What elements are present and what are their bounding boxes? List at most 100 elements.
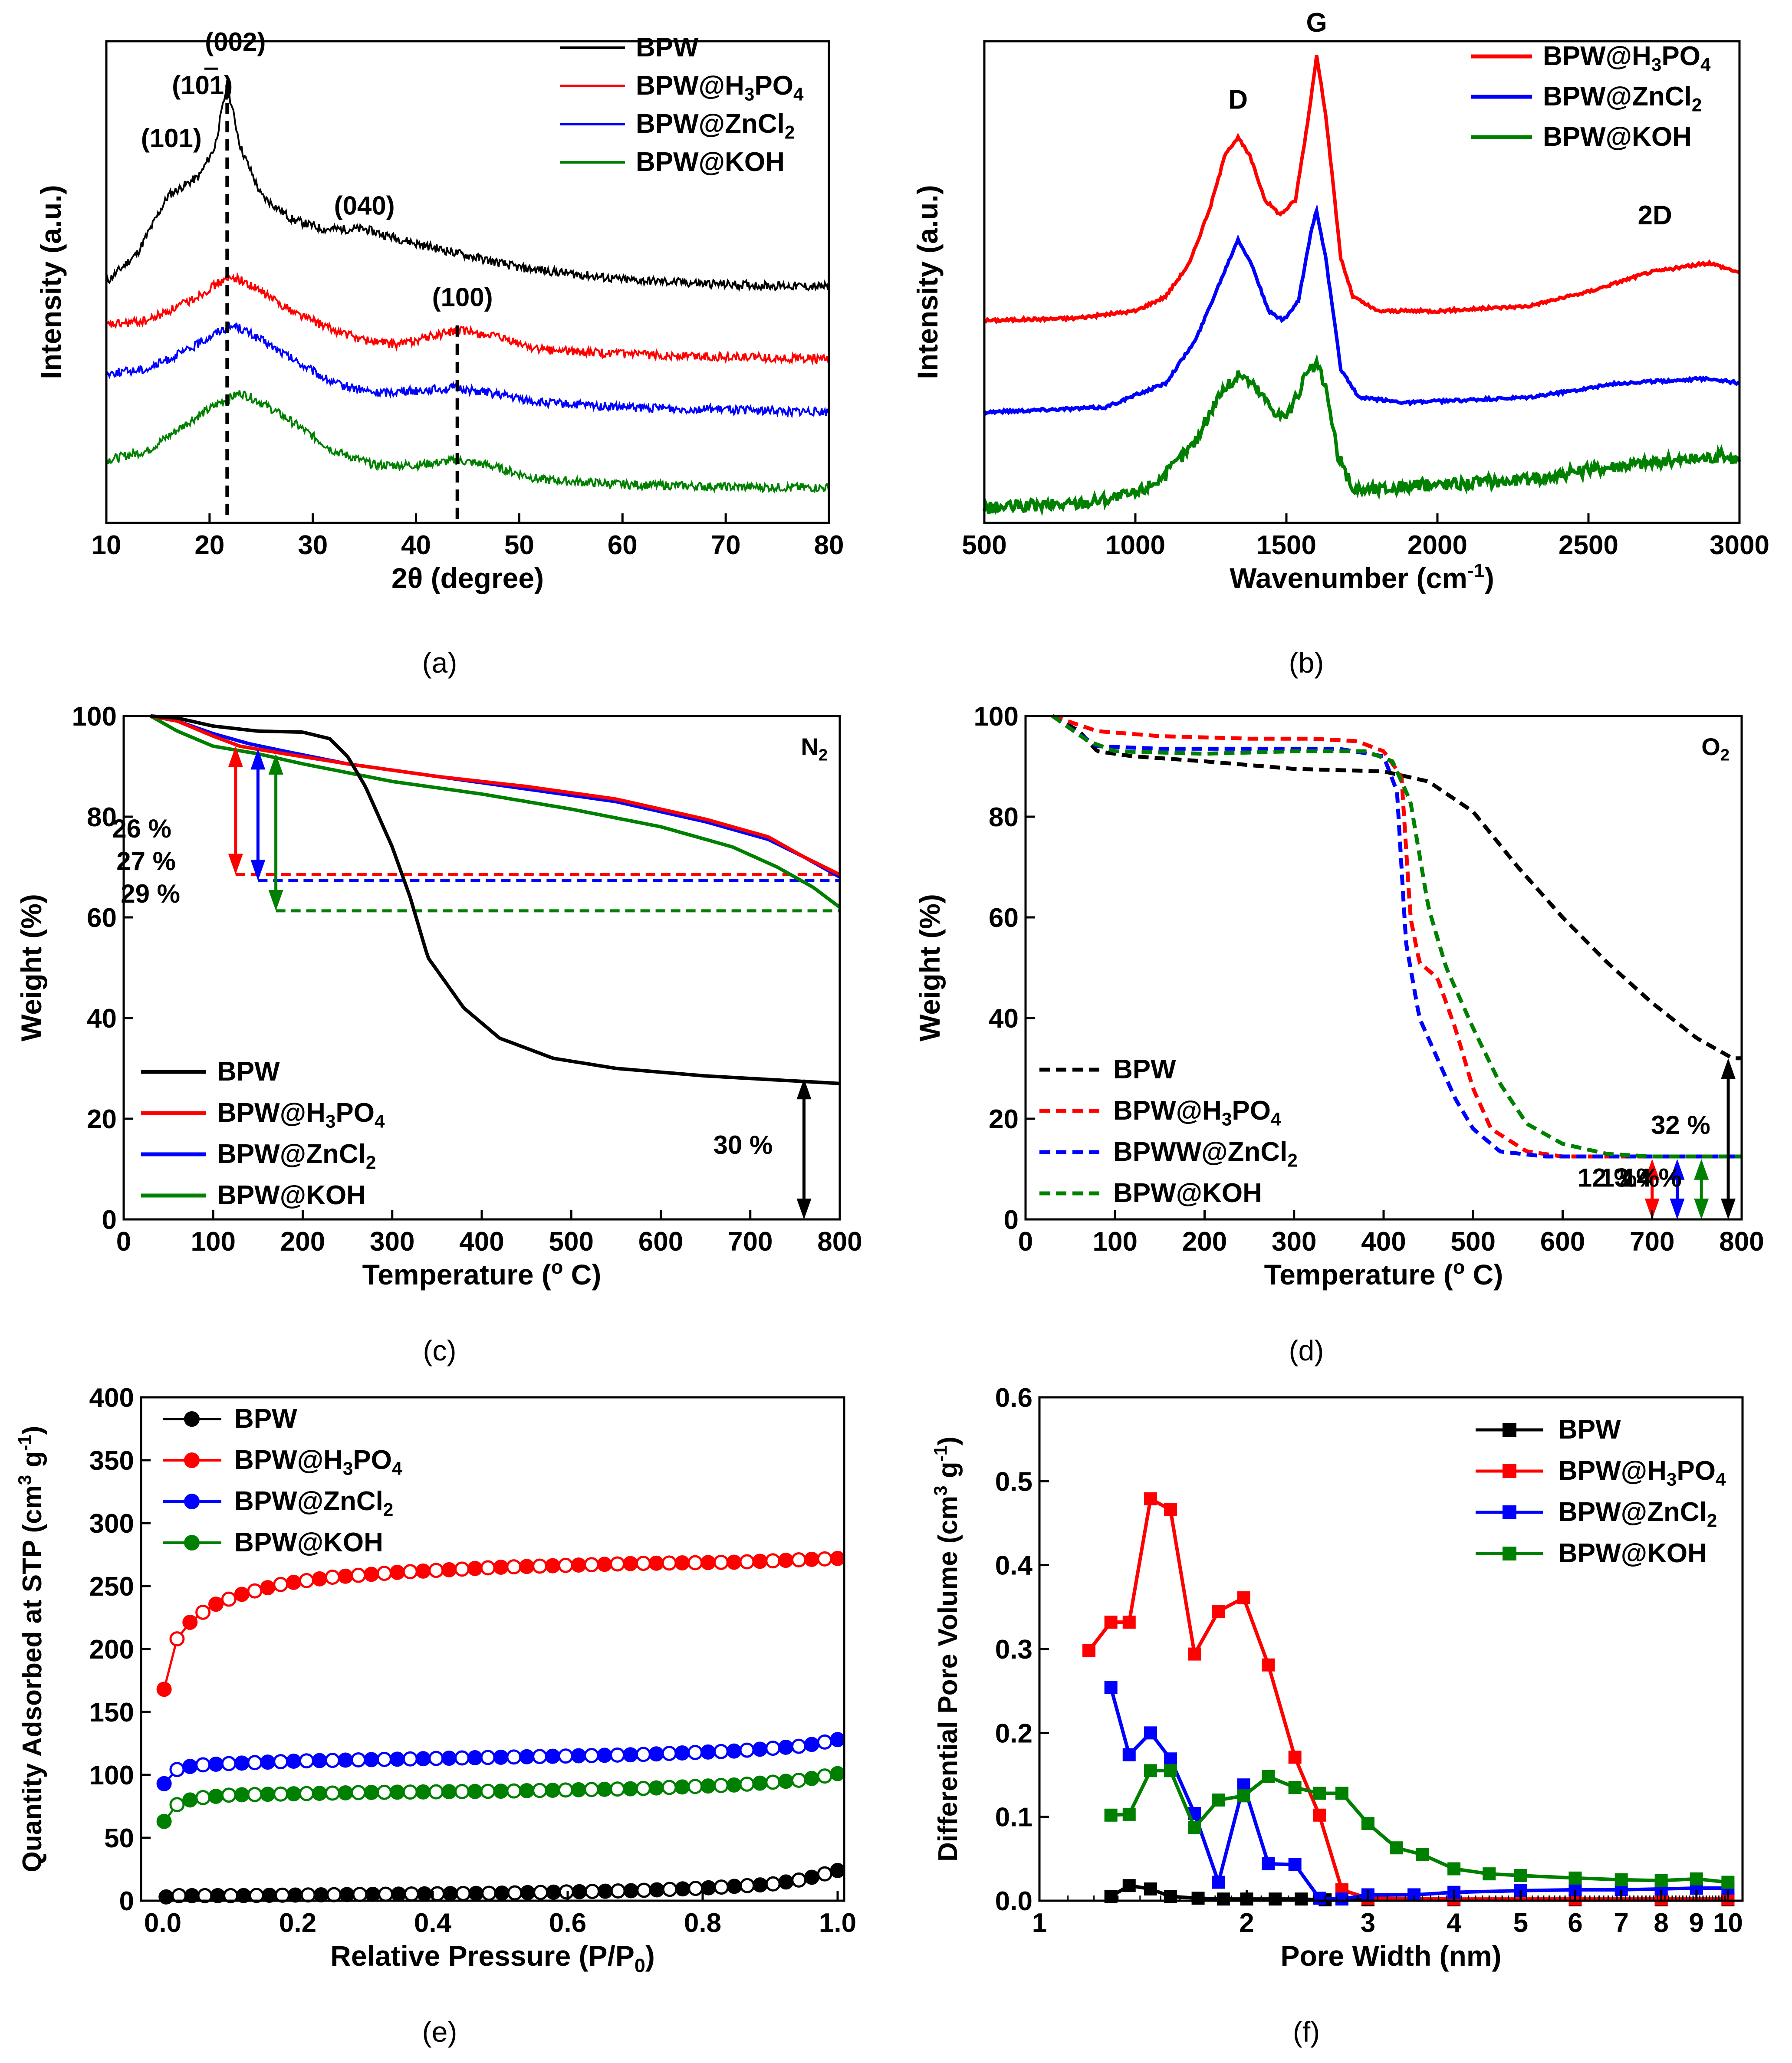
label-part: 4 bbox=[793, 84, 804, 105]
x-tick-label: 9 bbox=[1689, 1908, 1704, 1938]
chart-xrd: 10 20 30 40 50 60 70 80 2θ (degree) Intensity (a.… bbox=[35, 27, 844, 594]
x-tick-label: 200 bbox=[280, 1227, 325, 1257]
data-point bbox=[169, 1762, 185, 1777]
y-tick-label: 350 bbox=[89, 1446, 134, 1476]
data-point bbox=[1164, 1503, 1177, 1517]
arrow-head-down bbox=[228, 854, 243, 875]
y-tick-label: 100 bbox=[89, 1761, 134, 1790]
data-point bbox=[273, 1577, 289, 1592]
data-point bbox=[378, 1886, 394, 1902]
data-point bbox=[506, 1559, 522, 1575]
label-part: 2 bbox=[819, 746, 828, 764]
data-point bbox=[817, 1734, 832, 1750]
data-point bbox=[247, 1787, 263, 1802]
data-point bbox=[260, 1787, 276, 1802]
data-point bbox=[1122, 1748, 1136, 1761]
data-point bbox=[1654, 1874, 1668, 1887]
data-point bbox=[765, 1741, 781, 1756]
label-part: 4 bbox=[1700, 55, 1711, 75]
label-part: 4 bbox=[392, 1459, 402, 1479]
data-point bbox=[1122, 1879, 1136, 1892]
arrow-head-up bbox=[1670, 1159, 1685, 1180]
legend-marker bbox=[1503, 1464, 1516, 1478]
data-point bbox=[195, 1790, 211, 1805]
legend-label: BPW@ZnCl2 bbox=[234, 1486, 393, 1520]
chart-tga-n2: 0 100 200 300 400 500 600 700 800 0 20 40 60 80 100 Tem… bbox=[15, 702, 862, 1291]
data-point bbox=[364, 1784, 379, 1800]
data-point bbox=[1262, 1857, 1275, 1870]
arrow-head-down bbox=[1721, 1199, 1736, 1219]
x-tick-label: 8 bbox=[1654, 1908, 1668, 1938]
data-point bbox=[571, 1557, 586, 1573]
data-point bbox=[1614, 1873, 1628, 1886]
series-line-H3PO4 bbox=[105, 272, 830, 366]
reflection-label: (100) bbox=[432, 283, 493, 312]
data-point bbox=[778, 1774, 794, 1789]
data-point bbox=[299, 1786, 314, 1801]
data-point bbox=[273, 1754, 289, 1770]
y-tick-label: 400 bbox=[89, 1383, 134, 1413]
band-label: D bbox=[1228, 85, 1248, 115]
x-tick-label: 400 bbox=[459, 1227, 504, 1257]
data-point bbox=[830, 1863, 845, 1878]
series-line-KOH bbox=[149, 714, 841, 909]
legend-label: BPW@H3PO4 bbox=[217, 1098, 385, 1132]
data-point bbox=[1188, 1821, 1201, 1834]
panel-letter: (a) bbox=[422, 647, 457, 679]
label-part: PO bbox=[1232, 1096, 1271, 1126]
data-point bbox=[661, 1555, 677, 1571]
data-point bbox=[520, 1885, 536, 1900]
y-tick-label: 0.0 bbox=[995, 1886, 1032, 1916]
data-point bbox=[156, 1682, 172, 1697]
data-point bbox=[559, 1884, 574, 1900]
y-tick-label: 20 bbox=[87, 1104, 117, 1134]
series-line-ZnCl2 bbox=[1051, 714, 1742, 1159]
label-part: 2 bbox=[1692, 95, 1702, 115]
label-part: Wavenumber (cm bbox=[1230, 562, 1467, 594]
panel-letter: (d) bbox=[1289, 1334, 1324, 1367]
data-point bbox=[1212, 1605, 1225, 1618]
data-point bbox=[326, 1887, 342, 1902]
label-part: 2 bbox=[785, 122, 795, 143]
x-tick-label: 2500 bbox=[1559, 530, 1618, 560]
data-point bbox=[622, 1556, 638, 1571]
arrow-head-up bbox=[796, 1078, 812, 1100]
reflection-label: (101) bbox=[172, 71, 233, 100]
atmosphere-label: O2 bbox=[1701, 733, 1730, 764]
label-part: BPW@ZnCl bbox=[217, 1139, 366, 1169]
data-point bbox=[713, 1554, 729, 1570]
x-tick-label: 10 bbox=[1713, 1908, 1743, 1938]
y-tick-label: 0 bbox=[102, 1205, 117, 1235]
legend-label: BPW@H3PO4 bbox=[636, 71, 804, 105]
data-point bbox=[648, 1780, 664, 1796]
panel-letter: (f) bbox=[1293, 2016, 1320, 2048]
legend-marker bbox=[184, 1411, 200, 1427]
x-axis-title: Pore Width (nm) bbox=[1280, 1940, 1501, 1972]
data-point bbox=[493, 1784, 509, 1799]
data-point bbox=[260, 1754, 276, 1770]
series-line-ZnCl2 bbox=[105, 322, 830, 419]
legend-marker bbox=[184, 1494, 200, 1509]
data-point bbox=[480, 1750, 496, 1765]
data-point bbox=[364, 1752, 379, 1767]
x-axis-title: 2θ (degree) bbox=[391, 562, 544, 594]
data-point bbox=[687, 1555, 703, 1570]
data-point bbox=[713, 1744, 729, 1759]
data-point bbox=[247, 1583, 263, 1599]
x-tick-label: 0.6 bbox=[549, 1908, 586, 1938]
data-point bbox=[415, 1563, 431, 1579]
label-part: 2 bbox=[1707, 1511, 1717, 1531]
arrow-head-down bbox=[250, 860, 266, 881]
label-part: BPW@KOH bbox=[217, 1180, 366, 1210]
data-point bbox=[313, 1887, 329, 1902]
data-point bbox=[1144, 1764, 1157, 1777]
data-point bbox=[752, 1877, 768, 1893]
arrow-head-down bbox=[268, 890, 283, 911]
plot-frame bbox=[105, 40, 830, 524]
data-point bbox=[635, 1780, 651, 1796]
data-point bbox=[415, 1751, 431, 1767]
data-point bbox=[1483, 1867, 1496, 1881]
label-part: ) bbox=[933, 1436, 963, 1445]
data-point bbox=[791, 1738, 806, 1754]
arrow-head-down bbox=[796, 1199, 812, 1219]
